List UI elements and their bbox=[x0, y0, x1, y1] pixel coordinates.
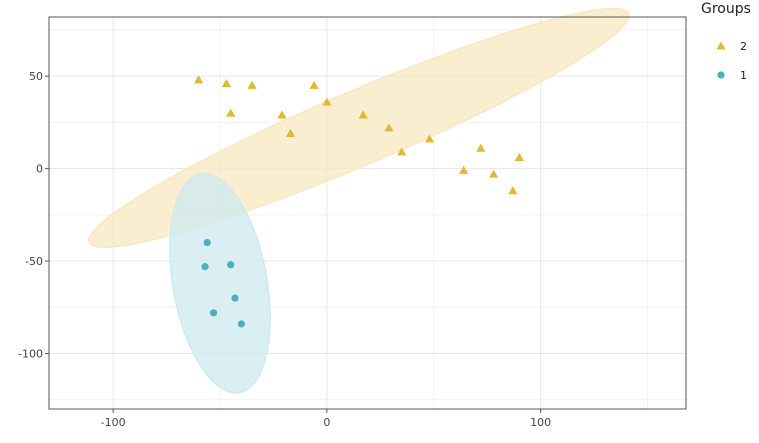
data-point-group-2 bbox=[309, 80, 319, 89]
data-point-group-2 bbox=[285, 128, 296, 137]
x-tick-label: -100 bbox=[101, 416, 126, 429]
data-point-group-2 bbox=[221, 78, 232, 88]
legend-marker-2 bbox=[716, 41, 726, 50]
data-point-group-2 bbox=[194, 75, 204, 84]
data-point-group-2 bbox=[322, 97, 332, 106]
y-tick-label: -100 bbox=[18, 348, 43, 361]
x-tick-label: 100 bbox=[530, 416, 551, 429]
data-point-group-1 bbox=[237, 320, 245, 328]
data-point-group-2 bbox=[358, 110, 368, 119]
confidence-ellipses bbox=[88, 7, 630, 394]
legend-label-1: 1 bbox=[740, 69, 747, 82]
data-point-group-1 bbox=[203, 238, 211, 247]
data-point-group-2 bbox=[277, 110, 287, 119]
plot-border bbox=[48, 16, 687, 410]
data-point-group-2 bbox=[508, 186, 518, 195]
x-tick-label: 0 bbox=[323, 416, 330, 429]
axis-ticks: -100 0 100 50 0 -50 -100 bbox=[18, 70, 551, 429]
y-tick-label: 50 bbox=[29, 70, 43, 83]
data-point-group-2 bbox=[489, 169, 499, 178]
data-point-group-1 bbox=[209, 309, 218, 317]
data-point-group-2 bbox=[476, 143, 486, 152]
data-point-group-1 bbox=[201, 263, 209, 271]
y-tick-label: 0 bbox=[36, 163, 43, 176]
data-point-group-2 bbox=[247, 80, 257, 89]
ellipse-group-1 bbox=[169, 172, 271, 394]
data-point-group-2 bbox=[384, 123, 394, 132]
data-point-group-1 bbox=[231, 294, 239, 302]
legend-marker-1 bbox=[717, 71, 725, 79]
data-point-group-2 bbox=[397, 147, 407, 156]
data-points bbox=[194, 75, 524, 328]
legend: Groups 2 1 bbox=[701, 1, 751, 82]
ellipse-group-2 bbox=[88, 7, 630, 249]
legend-title: Groups bbox=[701, 1, 751, 17]
legend-label-2: 2 bbox=[740, 40, 747, 53]
data-point-group-2 bbox=[459, 165, 469, 174]
data-point-group-2 bbox=[424, 134, 435, 143]
data-point-group-2 bbox=[226, 108, 236, 117]
y-tick-label: -50 bbox=[25, 255, 43, 268]
data-point-group-1 bbox=[227, 261, 235, 269]
data-point-group-2 bbox=[514, 152, 524, 161]
